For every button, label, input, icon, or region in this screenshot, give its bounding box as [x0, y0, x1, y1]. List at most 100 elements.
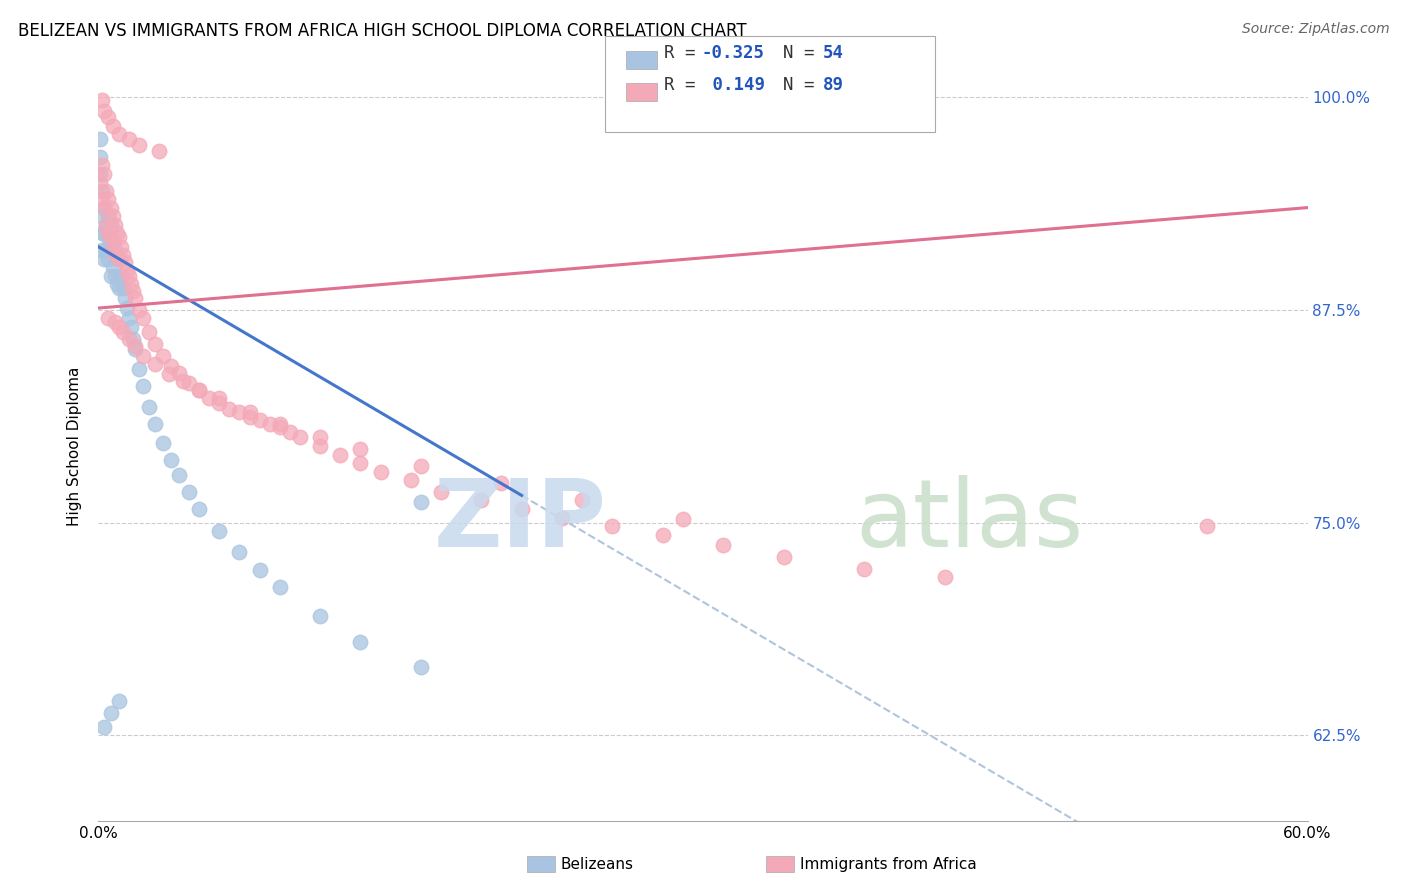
- Point: [93, 226, 115, 240]
- Point: [120, 319, 142, 334]
- Point: [121, 284, 143, 298]
- Point: [105, 226, 128, 240]
- Point: [103, 243, 125, 257]
- Text: 0.149: 0.149: [702, 76, 765, 94]
- Point: [114, 291, 136, 305]
- Point: [124, 291, 146, 305]
- Point: [160, 359, 183, 373]
- Point: [103, 218, 125, 232]
- Point: [143, 417, 166, 431]
- Point: [239, 405, 262, 419]
- Point: [97, 209, 120, 223]
- Point: [179, 485, 201, 500]
- Point: [91, 93, 114, 107]
- Point: [269, 420, 291, 434]
- Point: [101, 240, 124, 254]
- Point: [409, 459, 432, 474]
- Text: R =: R =: [664, 44, 706, 62]
- Text: -0.325: -0.325: [702, 44, 765, 62]
- Point: [100, 268, 122, 283]
- Point: [551, 510, 574, 524]
- Point: [89, 132, 111, 146]
- Point: [97, 311, 120, 326]
- Point: [143, 357, 166, 371]
- Point: [100, 229, 122, 244]
- Point: [111, 325, 134, 339]
- Point: [399, 473, 422, 487]
- Point: [349, 635, 371, 649]
- Point: [91, 184, 114, 198]
- Point: [370, 465, 392, 479]
- Point: [249, 563, 271, 577]
- Point: [93, 252, 115, 266]
- Text: N =: N =: [783, 44, 825, 62]
- Point: [602, 519, 624, 533]
- Text: BELIZEAN VS IMMIGRANTS FROM AFRICA HIGH SCHOOL DIPLOMA CORRELATION CHART: BELIZEAN VS IMMIGRANTS FROM AFRICA HIGH …: [18, 22, 747, 40]
- Point: [105, 277, 128, 292]
- Point: [571, 493, 593, 508]
- Point: [132, 311, 155, 326]
- Point: [349, 456, 371, 470]
- Point: [711, 538, 734, 552]
- Point: [278, 425, 301, 440]
- Point: [118, 132, 141, 146]
- Point: [101, 119, 124, 133]
- Point: [103, 315, 125, 329]
- Point: [103, 268, 125, 283]
- Point: [97, 192, 120, 206]
- Point: [124, 338, 146, 352]
- Point: [138, 325, 160, 339]
- Text: R =: R =: [664, 76, 706, 94]
- Text: Source: ZipAtlas.com: Source: ZipAtlas.com: [1241, 22, 1389, 37]
- Point: [228, 544, 250, 558]
- Point: [107, 252, 129, 266]
- Point: [349, 442, 371, 457]
- Point: [124, 342, 146, 356]
- Point: [208, 392, 231, 406]
- Point: [107, 319, 129, 334]
- Point: [218, 401, 240, 416]
- Point: [167, 467, 190, 482]
- Point: [138, 400, 160, 414]
- Point: [288, 430, 311, 444]
- Point: [89, 149, 111, 163]
- Point: [111, 248, 134, 262]
- Text: 89: 89: [823, 76, 844, 94]
- Point: [152, 435, 174, 450]
- Point: [91, 243, 114, 257]
- Point: [100, 243, 122, 257]
- Point: [107, 694, 129, 708]
- Point: [107, 252, 129, 266]
- Point: [228, 405, 250, 419]
- Point: [89, 175, 111, 189]
- Text: 54: 54: [823, 44, 844, 62]
- Point: [143, 336, 166, 351]
- Point: [934, 570, 956, 584]
- Point: [249, 413, 271, 427]
- Point: [157, 368, 180, 382]
- Point: [672, 512, 695, 526]
- Point: [111, 280, 134, 294]
- Point: [132, 349, 155, 363]
- Point: [91, 209, 114, 223]
- Point: [188, 502, 211, 516]
- Point: [89, 167, 111, 181]
- Point: [110, 268, 132, 283]
- Point: [101, 235, 124, 249]
- Point: [96, 218, 118, 232]
- Point: [93, 720, 115, 734]
- Point: [97, 252, 120, 266]
- Point: [101, 209, 124, 223]
- Point: [105, 252, 128, 266]
- Point: [208, 524, 231, 538]
- Point: [96, 243, 118, 257]
- Point: [93, 201, 115, 215]
- Point: [101, 260, 124, 275]
- Point: [96, 218, 118, 232]
- Point: [118, 311, 141, 326]
- Point: [309, 609, 332, 624]
- Point: [510, 502, 533, 516]
- Point: [198, 392, 221, 406]
- Point: [115, 263, 138, 277]
- Point: [853, 561, 876, 575]
